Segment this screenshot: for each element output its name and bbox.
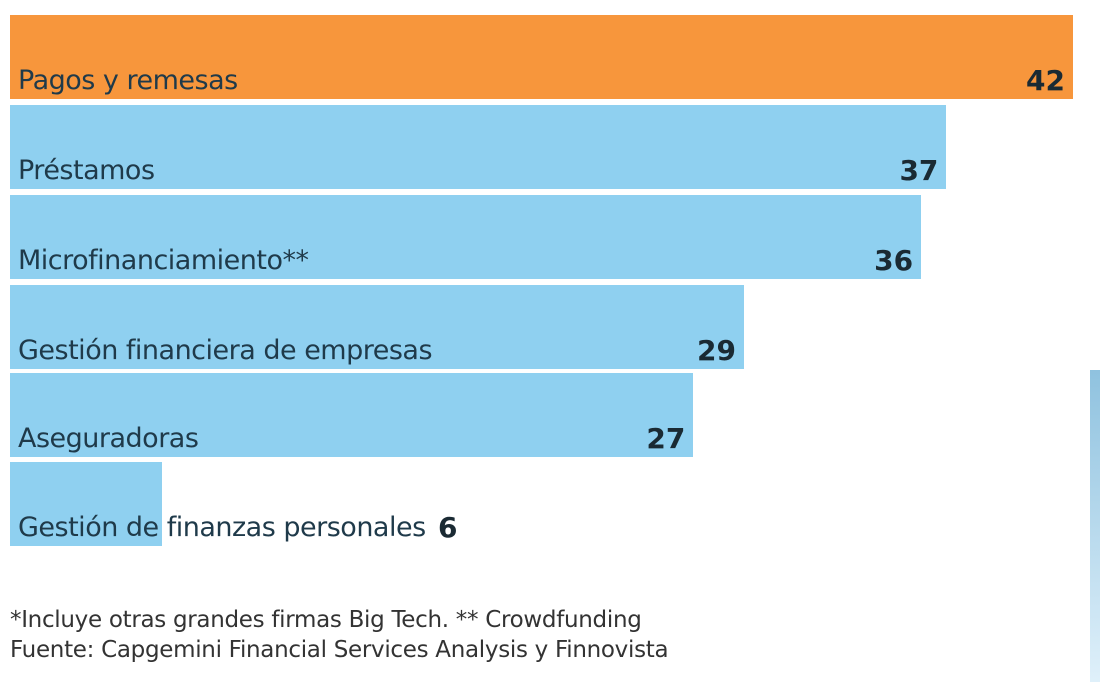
category-label: Pagos y remesas [18,65,238,96]
value-label: 29 [696,334,736,367]
value-label: 36 [874,244,914,277]
adjacent-graphic-edge [1090,370,1100,682]
category-label: Gestión financiera de empresas [18,335,433,366]
bar [10,195,922,279]
source-note: Fuente: Capgemini Financial Services Ana… [10,637,669,663]
value-label: 42 [1026,64,1065,97]
bar [10,15,1073,99]
bar [10,105,947,189]
category-label: Microfinanciamiento** [18,245,309,276]
category-label: Aseguradoras [18,423,199,454]
category-label: Préstamos [18,155,155,186]
bar [10,285,744,369]
category-label: Gestión de finanzas personales [18,512,426,543]
bar [10,373,694,457]
footnote: *Incluye otras grandes firmas Big Tech. … [10,607,642,633]
value-label: 27 [646,422,686,455]
bar [10,462,162,546]
value-label: 6 [438,511,458,544]
value-label: 37 [899,154,939,187]
